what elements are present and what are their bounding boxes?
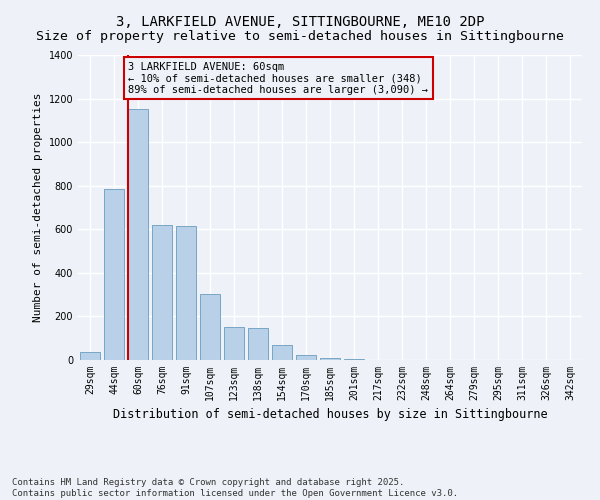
Bar xyxy=(152,225,172,360)
Text: 3, LARKFIELD AVENUE, SITTINGBOURNE, ME10 2DP: 3, LARKFIELD AVENUE, SITTINGBOURNE, ME10… xyxy=(116,15,484,29)
Bar xyxy=(80,352,100,360)
Bar xyxy=(200,294,220,360)
Bar xyxy=(128,110,148,360)
Bar xyxy=(296,354,316,360)
Y-axis label: Number of semi-detached properties: Number of semi-detached properties xyxy=(33,93,43,322)
Bar xyxy=(104,189,124,360)
Bar xyxy=(248,328,268,360)
Bar xyxy=(320,358,340,360)
Text: Size of property relative to semi-detached houses in Sittingbourne: Size of property relative to semi-detach… xyxy=(36,30,564,43)
Text: Contains HM Land Registry data © Crown copyright and database right 2025.
Contai: Contains HM Land Registry data © Crown c… xyxy=(12,478,458,498)
Text: 3 LARKFIELD AVENUE: 60sqm
← 10% of semi-detached houses are smaller (348)
89% of: 3 LARKFIELD AVENUE: 60sqm ← 10% of semi-… xyxy=(128,62,428,94)
Bar xyxy=(224,328,244,360)
Bar xyxy=(176,226,196,360)
X-axis label: Distribution of semi-detached houses by size in Sittingbourne: Distribution of semi-detached houses by … xyxy=(113,408,547,422)
Bar xyxy=(344,359,364,360)
Bar xyxy=(272,345,292,360)
